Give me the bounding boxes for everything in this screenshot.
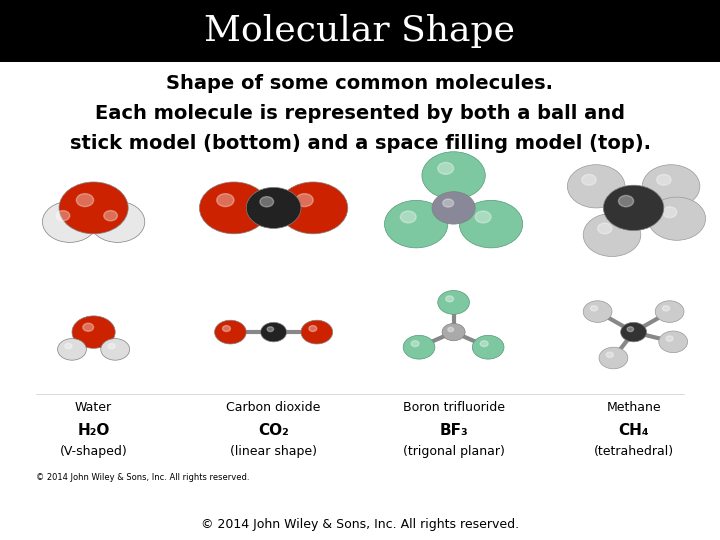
Circle shape xyxy=(260,197,274,207)
Circle shape xyxy=(606,352,613,357)
Circle shape xyxy=(246,187,301,228)
Circle shape xyxy=(583,213,641,256)
Circle shape xyxy=(422,152,485,199)
Text: © 2014 John Wiley & Sons, Inc. All rights reserved.: © 2014 John Wiley & Sons, Inc. All right… xyxy=(36,474,250,482)
Circle shape xyxy=(222,326,230,332)
Circle shape xyxy=(475,211,491,223)
Circle shape xyxy=(400,211,416,223)
Text: (trigonal planar): (trigonal planar) xyxy=(402,446,505,458)
Circle shape xyxy=(657,174,671,185)
Circle shape xyxy=(56,211,70,221)
Circle shape xyxy=(296,194,313,207)
Circle shape xyxy=(438,163,454,174)
Circle shape xyxy=(627,327,634,332)
Circle shape xyxy=(655,301,684,322)
Circle shape xyxy=(598,223,612,234)
Circle shape xyxy=(662,306,670,311)
Circle shape xyxy=(472,335,504,359)
Text: (linear shape): (linear shape) xyxy=(230,446,317,458)
Text: Boron trifluoride: Boron trifluoride xyxy=(402,401,505,414)
Circle shape xyxy=(432,192,475,224)
Circle shape xyxy=(443,199,454,207)
Text: stick model (bottom) and a space filling model (top).: stick model (bottom) and a space filling… xyxy=(70,133,650,153)
Circle shape xyxy=(442,323,465,341)
Circle shape xyxy=(217,194,234,207)
Circle shape xyxy=(459,200,523,248)
Circle shape xyxy=(261,322,287,342)
Circle shape xyxy=(301,320,333,344)
Text: Shape of some common molecules.: Shape of some common molecules. xyxy=(166,74,554,93)
Circle shape xyxy=(65,343,72,349)
Text: Molecular Shape: Molecular Shape xyxy=(204,14,516,48)
Circle shape xyxy=(662,207,677,218)
Circle shape xyxy=(648,197,706,240)
Text: Each molecule is represented by both a ball and: Each molecule is represented by both a b… xyxy=(95,104,625,123)
FancyBboxPatch shape xyxy=(0,0,720,62)
Circle shape xyxy=(618,195,634,207)
Circle shape xyxy=(411,341,419,347)
Circle shape xyxy=(76,194,94,207)
Circle shape xyxy=(215,320,246,344)
Circle shape xyxy=(448,327,454,332)
Circle shape xyxy=(72,316,115,348)
Circle shape xyxy=(83,323,94,331)
Text: H₂O: H₂O xyxy=(78,423,109,438)
Text: Methane: Methane xyxy=(606,401,661,414)
Circle shape xyxy=(666,336,673,341)
Circle shape xyxy=(583,301,612,322)
Text: BF₃: BF₃ xyxy=(439,423,468,438)
Circle shape xyxy=(567,165,625,208)
Circle shape xyxy=(58,339,86,360)
Circle shape xyxy=(267,327,274,332)
Text: Water: Water xyxy=(75,401,112,414)
Circle shape xyxy=(104,211,117,221)
Text: (V-shaped): (V-shaped) xyxy=(60,446,127,458)
Text: CH₄: CH₄ xyxy=(618,423,649,438)
Circle shape xyxy=(659,331,688,353)
Text: Carbon dioxide: Carbon dioxide xyxy=(226,401,321,414)
Circle shape xyxy=(279,182,348,234)
Text: © 2014 John Wiley & Sons, Inc. All rights reserved.: © 2014 John Wiley & Sons, Inc. All right… xyxy=(201,518,519,531)
Circle shape xyxy=(642,165,700,208)
Circle shape xyxy=(599,347,628,369)
Circle shape xyxy=(309,326,317,332)
Circle shape xyxy=(42,201,97,242)
Circle shape xyxy=(446,296,454,302)
Circle shape xyxy=(438,291,469,314)
Circle shape xyxy=(621,322,647,342)
Circle shape xyxy=(590,306,598,311)
Circle shape xyxy=(582,174,596,185)
Circle shape xyxy=(199,182,269,234)
Circle shape xyxy=(403,335,435,359)
Circle shape xyxy=(480,341,488,347)
Circle shape xyxy=(101,339,130,360)
Text: CO₂: CO₂ xyxy=(258,423,289,438)
Circle shape xyxy=(59,182,128,234)
Circle shape xyxy=(108,343,115,349)
Text: (tetrahedral): (tetrahedral) xyxy=(593,446,674,458)
Circle shape xyxy=(603,185,664,231)
Circle shape xyxy=(90,201,145,242)
Circle shape xyxy=(384,200,448,248)
